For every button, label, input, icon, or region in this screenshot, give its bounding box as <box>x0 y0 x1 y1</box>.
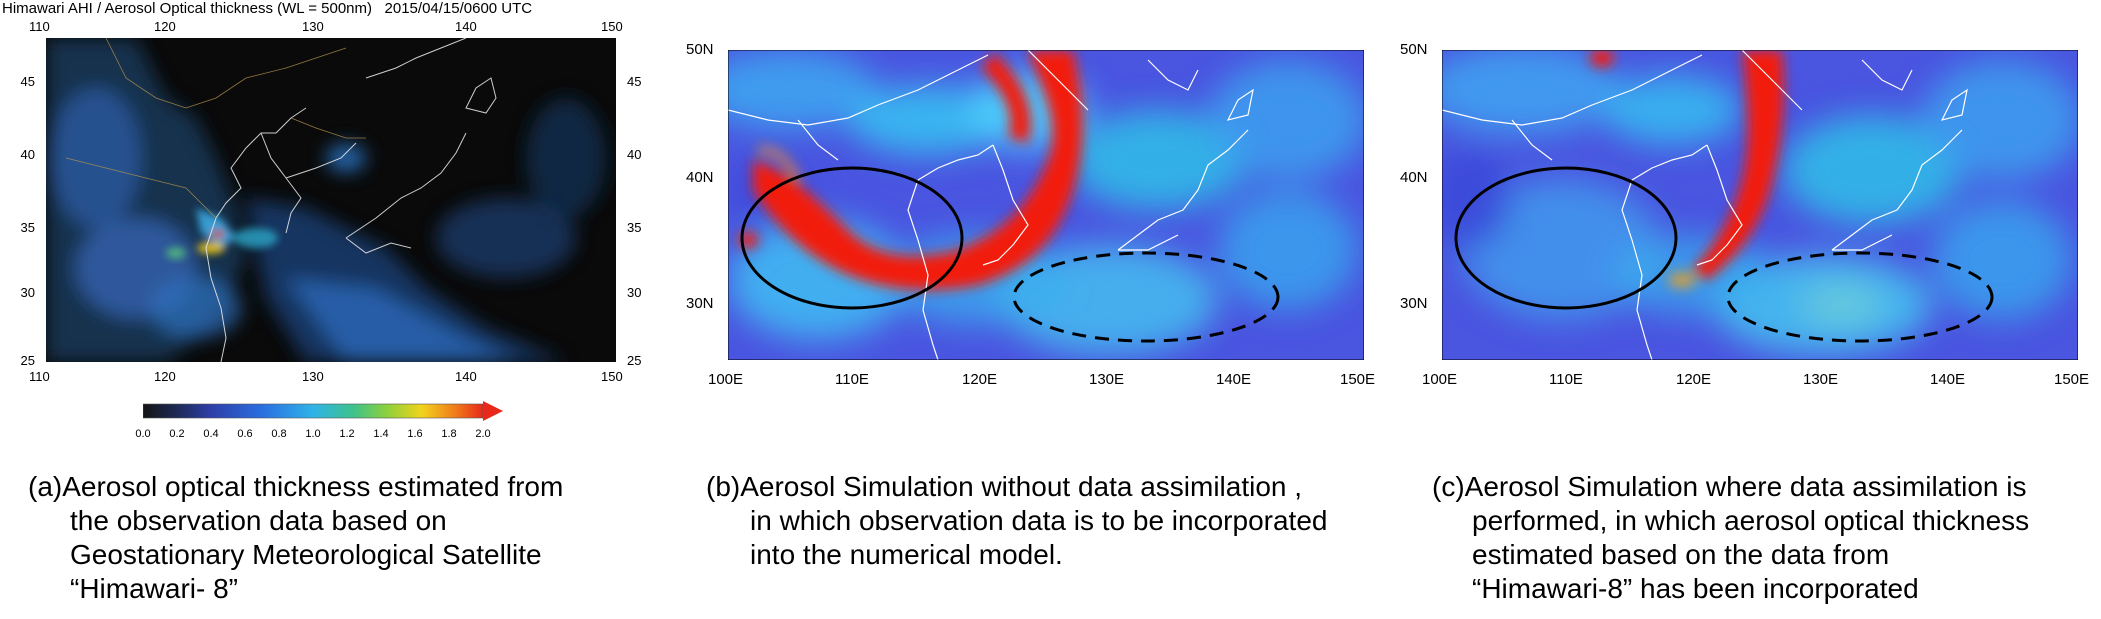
colorbar-tick: 0.4 <box>203 428 219 440</box>
panel-c-lon-tick: 120E <box>1676 371 1712 388</box>
panel-a-lat-tick-right: 25 <box>627 353 642 368</box>
panel-a-lon-tick-bottom: 150 <box>601 369 623 384</box>
panel-a-lat-tick-right: 45 <box>627 74 642 89</box>
panel-a-lat-tick-left: 40 <box>20 147 35 162</box>
colorbar-tick: 1.6 <box>407 428 423 440</box>
colorbar-tick: 1.8 <box>441 428 457 440</box>
caption-line: “Himawari-8” has been incorporated <box>1472 573 1919 604</box>
panel-a-lat-tick-right: 40 <box>627 147 642 162</box>
panel-a-colorbar <box>143 401 503 421</box>
header-product: Aerosol Optical thickness (WL = 500nm) <box>104 0 373 17</box>
colorbar-tick: 0.0 <box>135 428 151 440</box>
panel-b-lon-tick: 140E <box>1216 371 1252 388</box>
panel-a-lon-tick-top: 150 <box>601 19 623 34</box>
caption-line: (c)Aerosol Simulation where data assimil… <box>1432 471 2027 502</box>
panel-c-lat-tick: 50N <box>1400 41 1428 58</box>
caption-line: Geostationary Meteorological Satellite <box>70 539 542 570</box>
colorbar-tick: 0.6 <box>237 428 253 440</box>
panel-c-simulation-map <box>1442 50 2078 360</box>
panel-c-lat-tick: 30N <box>1400 295 1428 312</box>
panel-a-lat-tick-left: 25 <box>20 353 35 368</box>
panel-a-lon-tick-bottom: 140 <box>455 369 477 384</box>
panel-a-aot-map <box>46 38 616 362</box>
panel-a-colorbar-ticks: 0.0 0.2 0.4 0.6 0.8 1.0 1.2 1.4 1.6 1.8 … <box>135 428 490 442</box>
panel-a-lon-tick-top: 120 <box>154 19 176 34</box>
panel-c-lat-tick: 40N <box>1400 169 1428 186</box>
panel-a-lat-tick-right: 35 <box>627 220 642 235</box>
colorbar-tick: 1.4 <box>373 428 389 440</box>
caption-line: performed, in which aerosol optical thic… <box>1472 505 2030 536</box>
panel-a-lon-tick-top: 110 <box>29 19 50 34</box>
panel-a-caption: (a)Aerosol optical thickness estimated f… <box>28 470 563 606</box>
panel-b-lat-tick: 50N <box>686 41 714 58</box>
caption-line: the observation data based on <box>70 505 447 536</box>
panel-c-lon-tick: 140E <box>1930 371 1966 388</box>
caption-line: into the numerical model. <box>750 539 1063 570</box>
header-timestamp: 2015/04/15/0600 UTC <box>384 0 533 17</box>
header-source: Himawari AHI <box>2 0 93 17</box>
panel-b-caption: (b)Aerosol Simulation without data assim… <box>706 470 1327 572</box>
caption-line: “Himawari- 8” <box>70 573 238 604</box>
panel-b-lon-tick: 130E <box>1089 371 1125 388</box>
panel-c-caption: (c)Aerosol Simulation where data assimil… <box>1432 470 2029 606</box>
panel-a-lat-tick-right: 30 <box>627 285 642 300</box>
panel-b-simulation-map <box>728 50 1364 360</box>
panel-b-lon-tick: 150E <box>1340 371 1376 388</box>
colorbar-tick: 1.0 <box>305 428 321 440</box>
caption-line: in which observation data is to be incor… <box>750 505 1328 536</box>
colorbar-tick: 0.8 <box>271 428 287 440</box>
caption-line: estimated based on the data from <box>1472 539 1890 570</box>
panel-a-lon-tick-top: 130 <box>302 19 324 34</box>
panel-b-lat-tick: 40N <box>686 169 714 186</box>
colorbar-tick: 0.2 <box>169 428 185 440</box>
caption-line: (b)Aerosol Simulation without data assim… <box>706 471 1303 502</box>
caption-line: (a)Aerosol optical thickness estimated f… <box>28 471 564 502</box>
panel-a-lon-tick-bottom: 120 <box>154 369 176 384</box>
header-separator: / <box>97 0 102 17</box>
panel-a-lon-tick-bottom: 110 <box>29 369 50 384</box>
panel-c-lon-tick: 100E <box>1422 371 1458 388</box>
figure-header: Himawari AHI / Aerosol Optical thickness… <box>2 0 532 17</box>
panel-c-lon-tick: 150E <box>2054 371 2090 388</box>
panel-b-lon-tick: 110E <box>835 371 869 388</box>
panel-a-lat-tick-left: 45 <box>20 74 35 89</box>
panel-b-lat-tick: 30N <box>686 295 714 312</box>
panel-b-lon-tick: 120E <box>962 371 998 388</box>
colorbar-tick: 2.0 <box>475 428 491 440</box>
panel-c-lon-tick: 110E <box>1549 371 1583 388</box>
panel-b-lon-tick: 100E <box>708 371 744 388</box>
panel-a-lat-tick-left: 35 <box>20 220 35 235</box>
panel-a-lon-tick-bottom: 130 <box>302 369 324 384</box>
colorbar-tick: 1.2 <box>339 428 355 440</box>
panel-c-lon-tick: 130E <box>1803 371 1839 388</box>
panel-a-lat-tick-left: 30 <box>20 285 35 300</box>
panel-a-lon-tick-top: 140 <box>455 19 477 34</box>
